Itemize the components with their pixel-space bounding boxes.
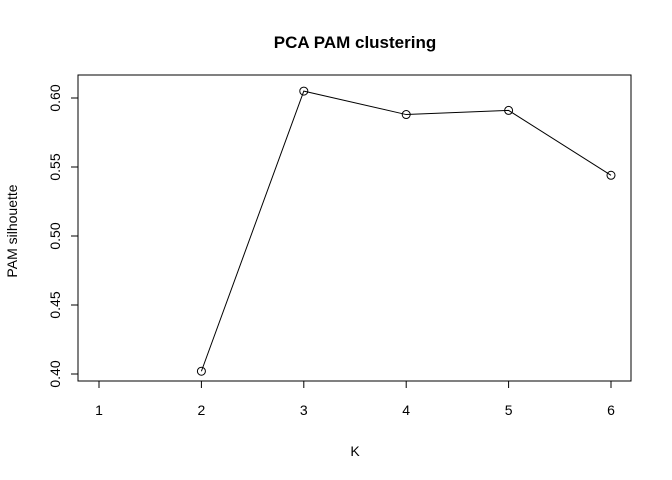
x-tick-label: 4: [402, 402, 410, 418]
x-tick-label: 1: [95, 402, 103, 418]
chart-title: PCA PAM clustering: [274, 33, 436, 52]
data-point: [504, 105, 514, 115]
x-axis-label: K: [350, 443, 360, 459]
x-tick-label: 2: [198, 402, 206, 418]
y-tick-label: 0.40: [47, 360, 63, 387]
x-tick-label: 6: [607, 402, 615, 418]
y-tick-label: 0.55: [47, 153, 63, 180]
series: [196, 86, 616, 376]
plot-frame: [77, 74, 632, 382]
x-tick-label: 3: [300, 402, 308, 418]
data-point: [401, 110, 411, 120]
data-point: [299, 86, 309, 96]
y-tick-label: 0.60: [47, 84, 63, 111]
data-point: [196, 366, 206, 376]
data-point: [606, 170, 616, 180]
y-axis: 0.40 0.45 0.50 0.55 0.60: [47, 84, 79, 388]
y-axis-label: PAM silhouette: [4, 184, 20, 277]
series-line: [200, 90, 612, 372]
y-tick-label: 0.50: [47, 222, 63, 249]
y-tick-label: 0.45: [47, 291, 63, 318]
x-tick-label: 5: [505, 402, 513, 418]
x-axis: 1 2 3 4 5 6: [95, 380, 615, 418]
